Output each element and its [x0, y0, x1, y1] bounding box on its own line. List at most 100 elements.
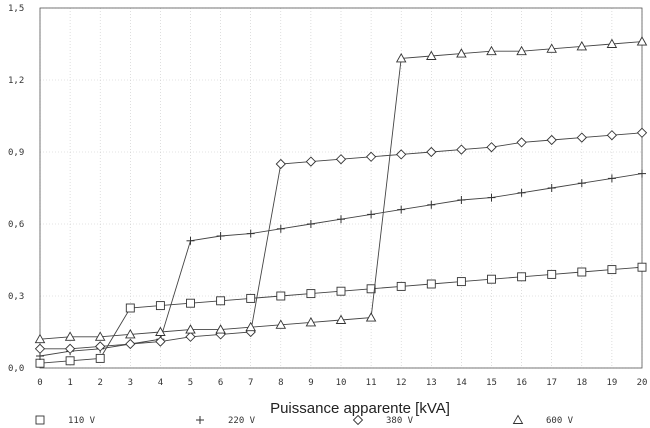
plot-frame: [39, 7, 643, 369]
series-square: [35, 262, 647, 368]
data-point: [636, 127, 648, 138]
data-point: [367, 210, 376, 219]
data-point: [457, 196, 466, 204]
data-point: [276, 291, 286, 301]
legend-label: 110 V: [68, 416, 96, 426]
data-point: [577, 267, 587, 277]
data-point: [185, 324, 196, 334]
x-tick-label: 1: [67, 378, 72, 388]
data-point: [215, 324, 226, 334]
x-tick-label: 14: [456, 378, 467, 388]
data-point: [366, 284, 376, 294]
data-point: [275, 158, 286, 170]
y-tick-label: 0,9: [8, 148, 24, 158]
x-tick-label: 12: [396, 378, 407, 388]
data-point: [516, 137, 527, 148]
data-point: [426, 50, 437, 60]
x-tick-label: 4: [158, 378, 163, 388]
x-tick-label: 17: [546, 378, 557, 388]
data-point: [365, 312, 377, 322]
data-point: [547, 269, 557, 279]
data-point: [305, 156, 317, 167]
series-plus: [36, 169, 646, 360]
data-point: [185, 331, 196, 342]
x-tick-label: 11: [366, 378, 377, 388]
data-point: [155, 336, 166, 347]
data-point: [607, 265, 617, 275]
data-point: [305, 316, 317, 327]
y-tick-label: 1,2: [8, 76, 24, 86]
data-point: [94, 331, 106, 341]
x-axis-ticks: 0 1 2 3 4 5 6 7 8 9 10 11 12 13 14 15 16 17 18 19 20: [37, 378, 647, 388]
y-tick-label: 0,3: [8, 292, 24, 302]
x-tick-label: 0: [37, 378, 42, 388]
x-tick-label: 8: [278, 378, 283, 388]
data-point: [487, 193, 496, 202]
legend-label: 380 V: [386, 416, 414, 426]
data-point: [426, 146, 437, 158]
data-point: [246, 229, 255, 238]
x-axis-label: Puissance apparente [kVA]: [270, 400, 450, 417]
data-point: [65, 356, 75, 366]
data-point: [95, 341, 106, 352]
data-point: [186, 298, 195, 308]
data-point: [546, 43, 557, 53]
legend-label: 220 V: [228, 416, 256, 426]
data-point: [606, 130, 618, 141]
x-tick-label: 9: [308, 378, 313, 388]
legend: 110 V 220 V 380 V 600 V: [35, 414, 574, 426]
data-point: [365, 151, 377, 162]
x-tick-label: 2: [97, 378, 102, 388]
data-point: [186, 236, 195, 245]
x-tick-label: 3: [128, 378, 133, 388]
data-point: [64, 331, 76, 341]
x-tick-label: 13: [426, 378, 437, 388]
data-point: [395, 52, 407, 63]
data-point: [34, 333, 46, 344]
y-tick-label: 0,6: [8, 220, 24, 230]
data-point: [456, 48, 467, 58]
y-axis-ticks: 0,0 0,3 0,6 0,9 1,2 1,5: [8, 4, 24, 374]
data-point: [636, 36, 648, 46]
data-point: [547, 184, 556, 192]
data-point: [335, 314, 347, 324]
legend-item: 380 V: [352, 414, 414, 426]
data-point: [607, 174, 616, 183]
data-point: [216, 296, 226, 306]
data-point: [487, 274, 496, 284]
data-point: [456, 277, 466, 287]
data-point: [486, 142, 497, 153]
data-point: [396, 149, 407, 160]
data-point: [576, 132, 587, 143]
data-point: [276, 224, 285, 233]
data-point: [397, 205, 406, 214]
data-point: [306, 220, 315, 228]
data-point: [577, 179, 586, 188]
data-point: [516, 45, 527, 56]
data-point: [335, 154, 347, 165]
data-point: [35, 358, 45, 368]
data-point: [336, 286, 346, 296]
data-point: [246, 293, 256, 303]
y-tick-label: 0,0: [8, 364, 24, 374]
data-point: [396, 281, 406, 291]
x-tick-label: 16: [516, 378, 527, 388]
legend-label: 600 V: [546, 416, 574, 426]
x-tick-label: 6: [218, 378, 223, 388]
legend-symbol: [196, 416, 204, 424]
data-point: [546, 134, 557, 146]
legend-symbol: [35, 415, 45, 425]
series-triangle: [34, 36, 648, 344]
legend-symbol: [352, 414, 364, 426]
legend-item: 110 V: [35, 415, 96, 426]
data-point: [95, 353, 105, 363]
legend-symbol: [512, 414, 524, 424]
data-point: [125, 338, 136, 350]
data-point: [125, 303, 135, 313]
x-tick-label: 5: [188, 378, 193, 388]
data-point: [155, 301, 165, 311]
data-point: [245, 321, 256, 332]
y-tick-label: 1,5: [8, 4, 24, 14]
data-point: [275, 319, 287, 329]
